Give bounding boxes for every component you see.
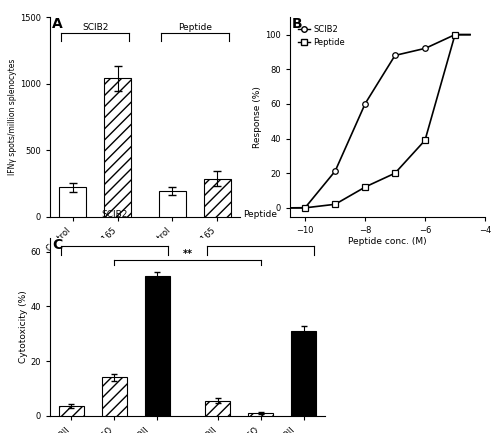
Text: A: A	[52, 17, 63, 31]
Bar	[104, 78, 132, 216]
Bar	[144, 276, 171, 416]
Bar	[158, 191, 186, 216]
Bar	[58, 406, 84, 416]
Y-axis label: Response (%): Response (%)	[254, 86, 262, 148]
Bar	[204, 401, 231, 416]
Text: B: B	[292, 17, 302, 31]
Bar	[204, 179, 231, 216]
Y-axis label: IFNγ spots/million splenocytes: IFNγ spots/million splenocytes	[8, 59, 17, 175]
Text: Peptide: Peptide	[178, 23, 212, 32]
Bar	[59, 187, 86, 216]
Text: SCIB2: SCIB2	[102, 210, 128, 219]
Y-axis label: Cytotoxicity (%): Cytotoxicity (%)	[18, 291, 28, 363]
Text: **: **	[182, 249, 192, 259]
Text: Peptide: Peptide	[244, 210, 278, 219]
Text: C: C	[52, 238, 62, 252]
Bar	[290, 331, 316, 416]
Legend: SCIB2, Peptide: SCIB2, Peptide	[294, 22, 348, 50]
Bar	[102, 378, 128, 416]
Text: SCIB2: SCIB2	[82, 23, 108, 32]
X-axis label: Peptide conc. (M): Peptide conc. (M)	[348, 237, 427, 246]
Bar	[248, 413, 274, 416]
